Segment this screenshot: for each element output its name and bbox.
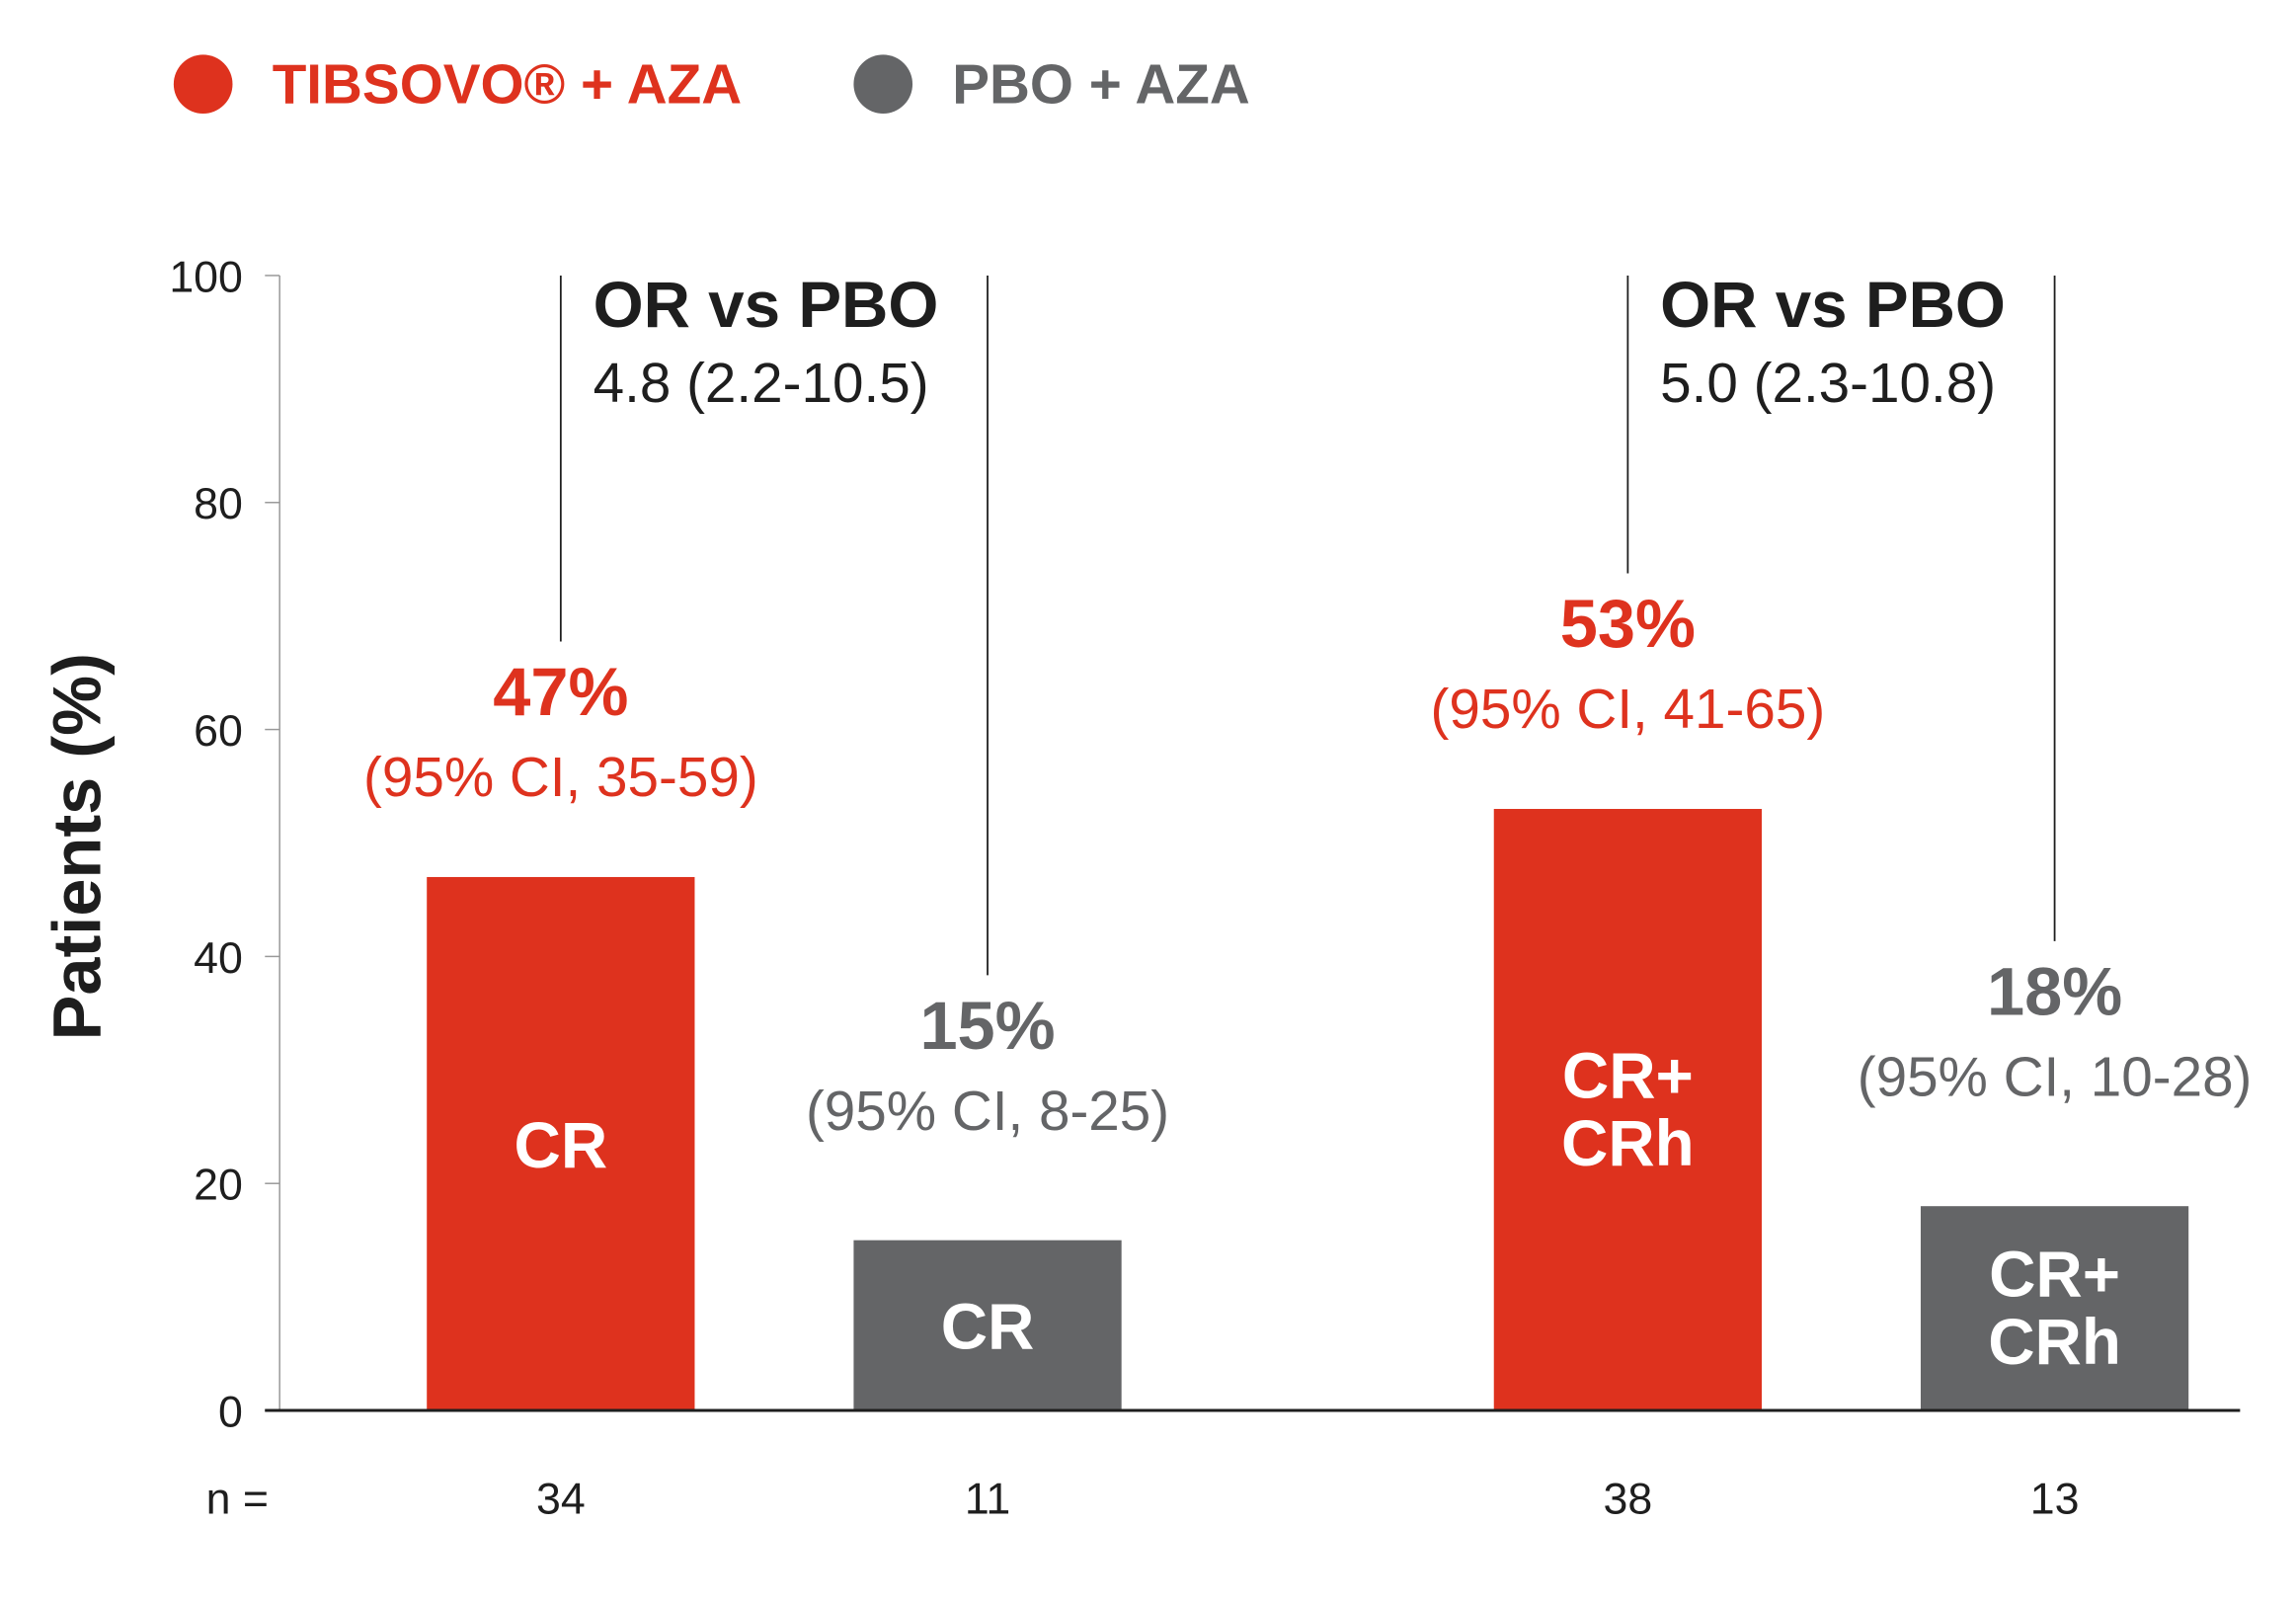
bar-inner-label: CR [514,1109,607,1181]
y-tick-label: 0 [218,1388,243,1436]
odds-ratio-value: 4.8 (2.2-10.5) [594,353,929,415]
bar-value-label: 53% [1560,586,1696,662]
bar-ci-label: (95% CI, 35-59) [363,747,758,809]
odds-ratio-value: 5.0 (2.3-10.8) [1660,353,1996,415]
bar [1920,1206,2189,1411]
legend-label-tibsovo: TIBSOVO® + AZA [273,54,742,117]
legend-swatch-tibsovo [173,54,233,114]
n-value: 34 [536,1475,586,1523]
bar-ci-label: (95% CI, 8-25) [806,1081,1169,1143]
bar [853,1240,1122,1411]
bar-ci-label: (95% CI, 41-65) [1431,679,1826,741]
y-tick-label: 80 [194,480,243,528]
n-value: 38 [1603,1475,1652,1523]
y-axis-label: Patients (%) [39,653,115,1040]
bar-value-label: 47% [493,654,628,730]
odds-ratio-title: OR vs PBO [594,269,939,341]
bar-value-label: 18% [1987,953,2122,1029]
n-value: 13 [2030,1475,2080,1523]
bar-value-label: 15% [919,988,1055,1064]
legend-swatch-pbo [853,54,913,114]
bar-ci-label: (95% CI, 10-28) [1858,1046,2253,1108]
y-tick-label: 40 [194,934,243,983]
bar-inner-label: CR+ [1989,1239,2120,1311]
bar-inner-label: CR [941,1291,1035,1363]
legend: TIBSOVO® + AZA PBO + AZA [173,54,1250,117]
y-tick-label: 100 [169,253,243,301]
odds-ratio-title: OR vs PBO [1660,269,2006,341]
bar-inner-label: CRh [1561,1107,1695,1179]
n-value: 11 [965,1475,1010,1523]
n-label: n = [206,1475,269,1523]
bar [427,876,695,1411]
bar-inner-label: CR+ [1562,1040,1694,1112]
y-tick-label: 20 [194,1162,243,1210]
y-axis: 0 20 40 60 80 100 [169,253,280,1436]
y-tick-label: 60 [194,707,243,756]
bar [1493,809,1762,1411]
bar-inner-label: CRh [1988,1306,2121,1378]
legend-label-pbo: PBO + AZA [952,54,1250,117]
